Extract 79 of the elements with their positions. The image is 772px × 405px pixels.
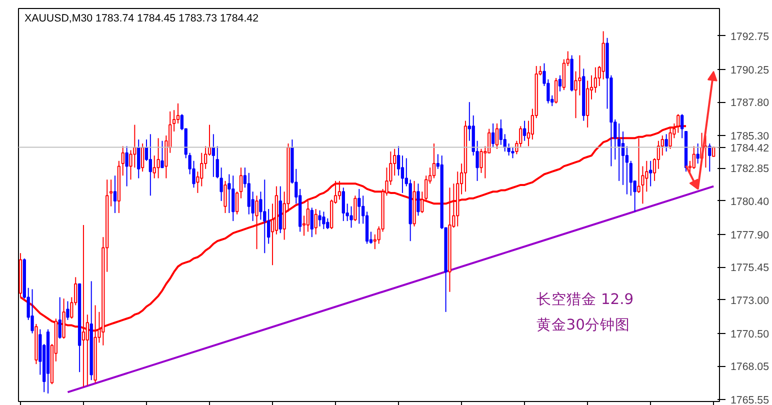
candlestick	[30, 288, 34, 334]
candlestick	[109, 179, 113, 207]
y-tick-label: 1770.50	[730, 328, 770, 340]
candlestick	[660, 134, 664, 156]
candlestick	[558, 74, 562, 92]
candlestick	[235, 191, 239, 215]
y-tick-label: 1792.75	[730, 30, 770, 43]
candlestick	[224, 180, 227, 214]
candlestick	[306, 200, 310, 232]
candlestick	[554, 78, 558, 104]
candlestick	[396, 146, 400, 176]
candlestick	[656, 140, 660, 170]
candlestick	[318, 210, 322, 227]
y-tick-label: 1787.80	[730, 97, 770, 110]
candlestick	[314, 208, 318, 235]
candlestick	[416, 183, 420, 216]
candlestick	[488, 128, 491, 154]
candlestick	[200, 152, 204, 187]
y-tick-label: 1782.85	[730, 163, 770, 176]
candlestick	[266, 208, 270, 244]
candlestick	[594, 66, 598, 94]
y-tick-label: 1777.90	[730, 229, 770, 242]
candlestick	[696, 143, 700, 164]
candlestick	[499, 118, 503, 146]
candlestick	[342, 187, 345, 222]
candlestick	[420, 191, 424, 214]
candlestick	[152, 155, 156, 179]
y-tick-label: 1785.30	[730, 130, 770, 142]
candlestick	[358, 188, 361, 224]
candlestick	[629, 160, 632, 196]
candlestick	[172, 110, 176, 132]
y-tick-label: 1773.00	[730, 294, 770, 307]
candlestick	[354, 195, 357, 222]
candlestick	[338, 180, 342, 200]
candlestick	[239, 167, 243, 199]
candlestick	[140, 143, 144, 172]
candlestick	[511, 147, 514, 159]
candlestick	[137, 139, 140, 179]
candlestick	[617, 122, 621, 182]
candlestick	[125, 146, 128, 187]
candlestick	[680, 114, 684, 139]
annotation: 长空猎金 12.9	[536, 290, 634, 308]
candlestick	[649, 160, 652, 187]
candlestick	[664, 134, 668, 152]
ref-line-label: 1784.42	[730, 142, 770, 154]
candlestick	[326, 218, 330, 230]
candlestick	[160, 140, 164, 168]
candlestick	[148, 134, 152, 196]
y-tick-label: 1765.55	[730, 394, 770, 405]
candlestick	[156, 138, 160, 179]
candlestick	[400, 155, 404, 194]
candlestick	[322, 211, 326, 230]
candlestick	[310, 207, 314, 238]
candlestick	[432, 143, 436, 179]
annotation: 黄金30分钟图	[536, 316, 630, 334]
candlestick	[133, 124, 136, 168]
y-tick-label: 1768.05	[730, 361, 770, 374]
chart-title: XAUUSD,M30 1783.74 1784.45 1783.73 1784.42	[24, 12, 259, 24]
candlestick	[522, 120, 526, 142]
candlestick	[66, 300, 70, 320]
candlestick	[255, 195, 258, 250]
candlestick	[121, 146, 124, 176]
candlestick	[263, 179, 266, 254]
candlestick	[247, 172, 250, 215]
candlestick	[625, 146, 629, 195]
candlestick	[232, 175, 235, 222]
candlestick	[692, 146, 696, 170]
candlestick	[495, 122, 499, 150]
candlestick	[176, 102, 180, 124]
candlestick	[491, 122, 495, 148]
y-tick-label: 1780.40	[730, 196, 770, 208]
y-tick-label: 1775.45	[730, 262, 770, 274]
candlestick	[350, 206, 353, 228]
candlestick	[113, 175, 117, 214]
candlestick	[645, 160, 648, 192]
candlestick	[424, 175, 428, 202]
y-tick-label: 1790.25	[730, 64, 770, 76]
candlestick	[519, 126, 522, 148]
candlestick	[58, 296, 62, 340]
